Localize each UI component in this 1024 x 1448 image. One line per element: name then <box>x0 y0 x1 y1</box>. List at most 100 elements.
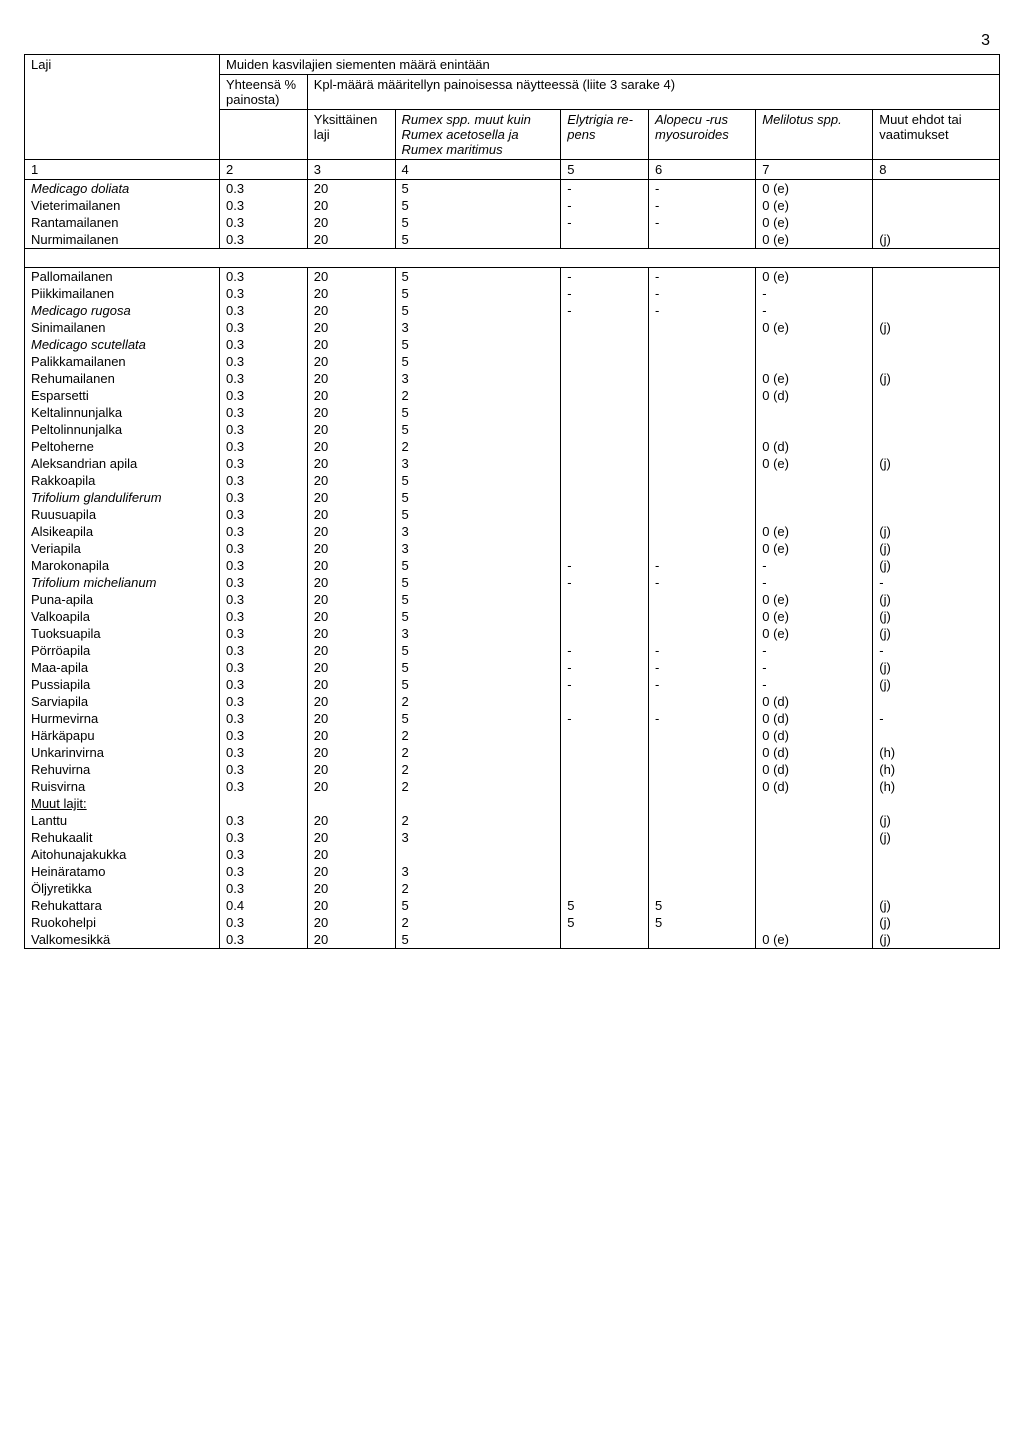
table-cell <box>561 523 649 540</box>
table-cell <box>649 438 756 455</box>
table-cell: 5 <box>395 676 561 693</box>
table-cell <box>756 846 873 863</box>
table-cell: 0.3 <box>220 353 308 370</box>
table-cell: 0.3 <box>220 557 308 574</box>
table-cell: 0.3 <box>220 506 308 523</box>
table-cell: 5 <box>395 472 561 489</box>
table-row: Sarviapila0.32020 (d) <box>25 693 1000 710</box>
table-cell: Medicago rugosa <box>25 302 220 319</box>
table-cell <box>561 863 649 880</box>
table-cell <box>756 472 873 489</box>
table-cell: 20 <box>307 214 395 231</box>
table-cell <box>220 795 308 812</box>
table-cell: Muut lajit: <box>25 795 220 812</box>
table-cell <box>649 778 756 795</box>
table-row: Unkarinvirna0.32020 (d)(h) <box>25 744 1000 761</box>
table-cell: 20 <box>307 302 395 319</box>
table-cell <box>561 778 649 795</box>
table-cell: Vieterimailanen <box>25 197 220 214</box>
table-cell <box>873 693 1000 710</box>
table-cell: 20 <box>307 455 395 472</box>
table-cell <box>756 812 873 829</box>
table-row: Alsikeapila0.32030 (e)(j) <box>25 523 1000 540</box>
table-cell: Nurmimailanen <box>25 231 220 249</box>
table-cell: - <box>756 659 873 676</box>
table-cell <box>561 506 649 523</box>
table-cell: 2 <box>395 744 561 761</box>
table-cell: - <box>649 302 756 319</box>
table-cell: Trifolium glanduliferum <box>25 489 220 506</box>
table-cell: 0 (e) <box>756 455 873 472</box>
table-cell: 0 (d) <box>756 744 873 761</box>
table-cell <box>873 438 1000 455</box>
table-cell: Valkoapila <box>25 608 220 625</box>
table-cell: 20 <box>307 659 395 676</box>
table-cell: 20 <box>307 523 395 540</box>
table-cell: 0.3 <box>220 197 308 214</box>
table-cell: 0.3 <box>220 285 308 302</box>
table-cell <box>873 489 1000 506</box>
table-cell: 5 <box>395 285 561 302</box>
table-cell: 3 <box>395 863 561 880</box>
table-cell <box>395 795 561 812</box>
table-cell: 20 <box>307 880 395 897</box>
table-cell: Sinimailanen <box>25 319 220 336</box>
table-cell <box>561 608 649 625</box>
table-cell: - <box>756 302 873 319</box>
table-cell <box>561 880 649 897</box>
table-cell: 20 <box>307 387 395 404</box>
table-row: Nurmimailanen0.32050 (e)(j) <box>25 231 1000 249</box>
table-cell: 0 (d) <box>756 693 873 710</box>
table-cell: 5 <box>395 336 561 353</box>
table-row: Hurmevirna0.3205--0 (d)- <box>25 710 1000 727</box>
table-row: Valkoapila0.32050 (e)(j) <box>25 608 1000 625</box>
table-cell <box>649 421 756 438</box>
table-cell: Pörröapila <box>25 642 220 659</box>
table-cell: 5 <box>649 897 756 914</box>
table-cell: 20 <box>307 591 395 608</box>
table-cell: 20 <box>307 336 395 353</box>
table-cell: 5 <box>395 931 561 949</box>
table-cell: 5 <box>561 897 649 914</box>
table-cell: 0.3 <box>220 659 308 676</box>
table-cell <box>561 812 649 829</box>
table-cell <box>649 863 756 880</box>
table-cell: (j) <box>873 591 1000 608</box>
table-cell: 20 <box>307 761 395 778</box>
table-cell <box>649 608 756 625</box>
table-cell: 20 <box>307 625 395 642</box>
table-row: Rehukaalit0.3203(j) <box>25 829 1000 846</box>
table-row: Lanttu0.3202(j) <box>25 812 1000 829</box>
table-cell: 0 (d) <box>756 387 873 404</box>
table-cell: 20 <box>307 319 395 336</box>
table-cell <box>561 421 649 438</box>
table-cell: 20 <box>307 863 395 880</box>
table-row: Härkäpapu0.32020 (d) <box>25 727 1000 744</box>
table-cell <box>649 931 756 949</box>
table-cell: 20 <box>307 180 395 198</box>
table-cell <box>756 336 873 353</box>
table-cell: 5 <box>395 268 561 286</box>
table-cell <box>561 795 649 812</box>
table-row: Ruusuapila0.3205 <box>25 506 1000 523</box>
table-cell <box>649 829 756 846</box>
table-cell <box>649 404 756 421</box>
table-cell <box>756 353 873 370</box>
table-cell: Ruisvirna <box>25 778 220 795</box>
table-cell: (j) <box>873 455 1000 472</box>
table-cell: Alsikeapila <box>25 523 220 540</box>
table-cell <box>561 693 649 710</box>
table-cell: 20 <box>307 608 395 625</box>
table-cell <box>756 489 873 506</box>
table-cell: Rehuvirna <box>25 761 220 778</box>
table-cell <box>561 727 649 744</box>
table-cell <box>649 336 756 353</box>
table-row: Vieterimailanen0.3205--0 (e) <box>25 197 1000 214</box>
table-cell <box>873 268 1000 286</box>
table-cell <box>561 761 649 778</box>
table-cell: - <box>561 180 649 198</box>
table-cell: 0.3 <box>220 761 308 778</box>
section-gap <box>25 249 1000 268</box>
table-cell: 20 <box>307 727 395 744</box>
header-c6: Alopecu -rus myosu­roides <box>649 110 756 160</box>
